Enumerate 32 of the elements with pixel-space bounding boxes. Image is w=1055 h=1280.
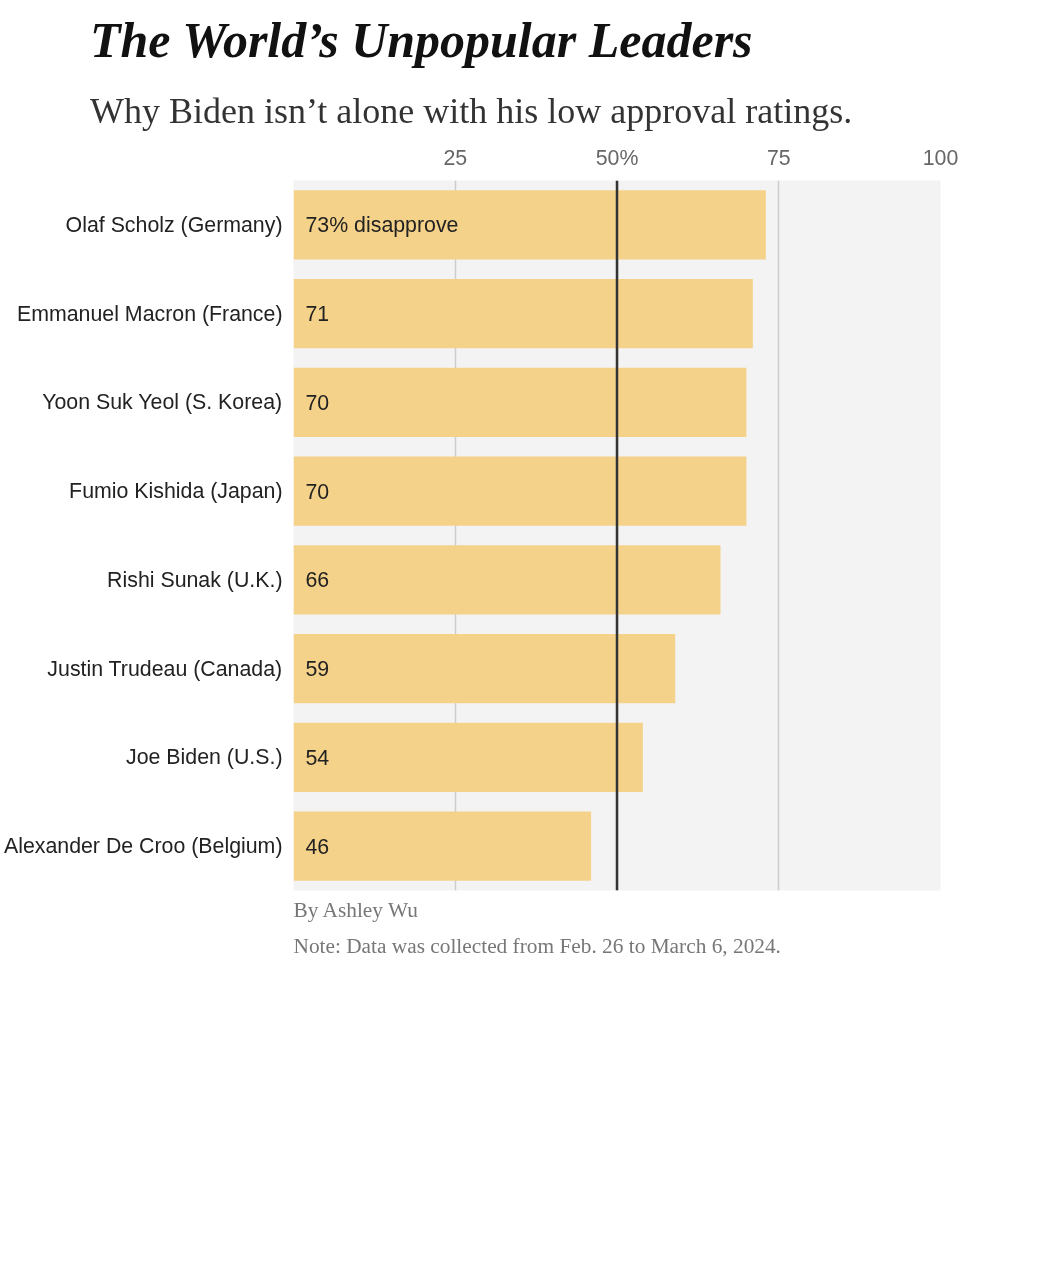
y-tick-label: Olaf Scholz (Germany) xyxy=(65,212,283,237)
data-label: 66 xyxy=(305,568,330,593)
bar xyxy=(293,367,747,437)
data-label: 59 xyxy=(305,656,330,681)
bar xyxy=(293,722,643,792)
chart-title: The World’s Unpopular Leaders xyxy=(90,11,753,70)
y-tick-label: Justin Trudeau (Canada) xyxy=(47,656,283,681)
text: Note: Data was collected from Feb. 26 to March 6, 2024. xyxy=(293,933,781,958)
bar xyxy=(293,190,766,260)
bar xyxy=(293,545,721,615)
data-label: 54 xyxy=(305,745,330,770)
x-tick-label: 50% xyxy=(595,145,639,170)
bar xyxy=(293,456,747,526)
y-tick-label: Fumio Kishida (Japan) xyxy=(69,478,283,503)
chart-subtitle: Why Biden isn’t alone with his low approval ratings. xyxy=(90,90,853,134)
data-label: 73% disapprove xyxy=(305,212,459,237)
x-tick-label: 100 xyxy=(922,145,959,170)
data-label: 71 xyxy=(305,301,330,326)
data-label: 70 xyxy=(305,479,330,504)
data-label: 70 xyxy=(305,390,330,415)
data-label: 46 xyxy=(305,834,330,859)
y-tick-label: Joe Biden (U.S.) xyxy=(126,745,283,770)
x-tick-label: 25 xyxy=(443,145,468,170)
text: By Ashley Wu xyxy=(293,897,419,922)
x-tick-label: 75 xyxy=(766,145,791,170)
bar xyxy=(293,811,592,881)
bar xyxy=(293,633,676,704)
y-tick-label: Emmanuel Macron (France) xyxy=(17,301,283,326)
y-tick-label: Alexander De Croo (Belgium) xyxy=(3,833,283,858)
bar xyxy=(293,278,753,349)
y-tick-label: Yoon Suk Yeol (S. Korea) xyxy=(42,390,283,415)
y-tick-label: Rishi Sunak (U.K.) xyxy=(107,567,283,592)
